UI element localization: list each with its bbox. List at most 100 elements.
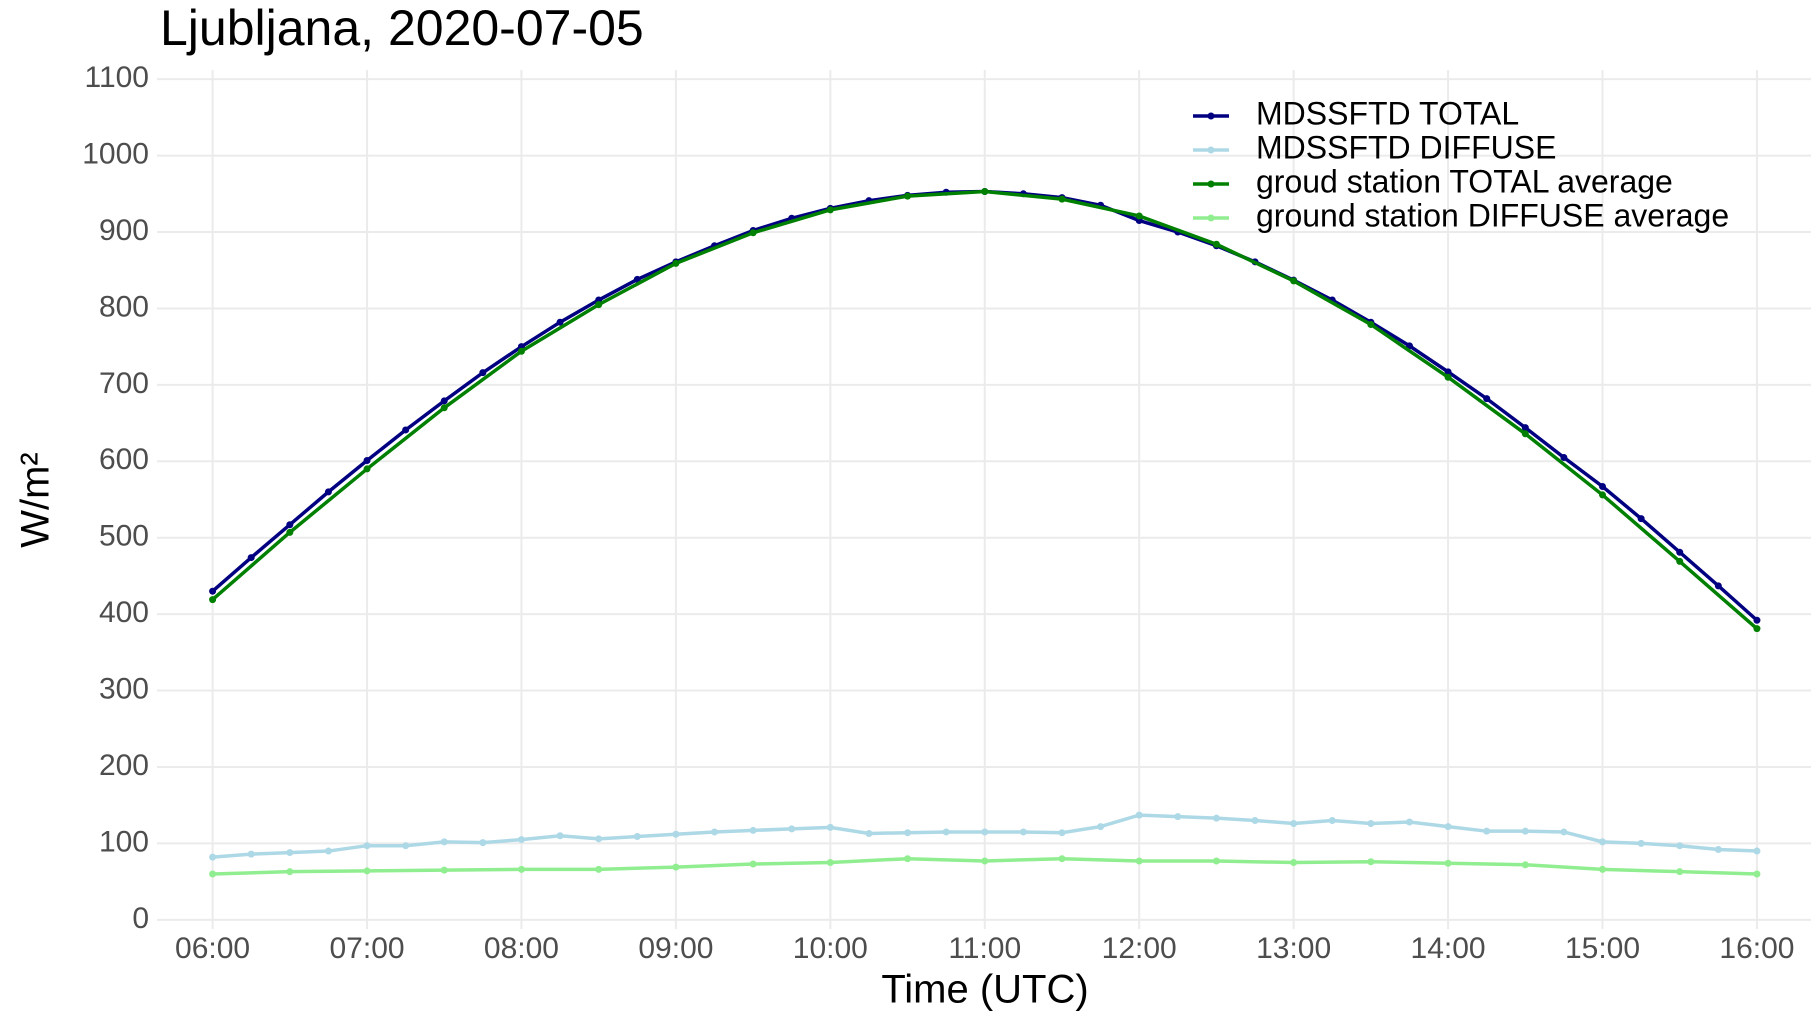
- data-point: [1212, 857, 1220, 865]
- data-point: [1637, 515, 1645, 523]
- data-point: [1444, 373, 1452, 381]
- data-point: [749, 860, 757, 868]
- data-point: [1483, 827, 1491, 835]
- y-tick-label: 400: [99, 596, 149, 629]
- data-point: [1521, 827, 1529, 835]
- data-point: [1174, 813, 1182, 821]
- data-point: [1058, 829, 1066, 837]
- data-point: [1753, 616, 1761, 624]
- data-point: [556, 318, 564, 326]
- data-point: [1753, 847, 1761, 855]
- x-tick-label: 08:00: [484, 932, 559, 965]
- data-point: [1290, 277, 1298, 285]
- data-point: [209, 853, 217, 861]
- x-tick-label: 10:00: [793, 932, 868, 965]
- x-tick-label: 07:00: [329, 932, 404, 965]
- data-point: [402, 426, 410, 434]
- data-point: [1367, 858, 1375, 866]
- data-point: [1521, 424, 1529, 432]
- data-point: [788, 825, 796, 833]
- data-point: [286, 521, 294, 529]
- data-point: [1135, 212, 1143, 220]
- data-point: [595, 835, 603, 843]
- data-point: [440, 866, 448, 874]
- y-tick-label: 1000: [82, 138, 149, 171]
- legend-label: MDSSFTD DIFFUSE: [1256, 129, 1556, 165]
- data-point: [440, 838, 448, 846]
- data-point: [749, 826, 757, 834]
- data-point: [1676, 557, 1684, 565]
- data-point: [1019, 828, 1027, 836]
- data-point: [826, 859, 834, 867]
- data-point: [1328, 816, 1336, 824]
- x-tick-label: 16:00: [1719, 932, 1794, 965]
- data-point: [1058, 855, 1066, 863]
- data-point: [1714, 846, 1722, 854]
- x-tick-label: 14:00: [1411, 932, 1486, 965]
- data-point: [1521, 430, 1529, 438]
- data-point: [1251, 816, 1259, 824]
- data-point: [247, 850, 255, 858]
- data-point: [1753, 870, 1761, 878]
- data-point: [1135, 811, 1143, 819]
- data-point: [1560, 828, 1568, 836]
- legend-label: ground station DIFFUSE average: [1256, 197, 1729, 233]
- data-point: [286, 868, 294, 876]
- data-point: [1599, 491, 1607, 499]
- data-point: [1444, 859, 1452, 867]
- data-point: [517, 865, 525, 873]
- data-point: [1058, 195, 1066, 203]
- x-tick-label: 11:00: [948, 932, 1021, 965]
- y-tick-label: 800: [99, 290, 149, 323]
- legend-label: MDSSFTD TOTAL: [1256, 95, 1519, 131]
- data-point: [1097, 823, 1105, 831]
- data-point: [981, 188, 989, 196]
- legend-swatch-point: [1207, 214, 1215, 222]
- data-point: [633, 833, 641, 841]
- data-point: [1521, 861, 1529, 869]
- data-point: [1483, 395, 1491, 403]
- y-axis-title: W/m²: [14, 452, 58, 548]
- data-point: [1212, 814, 1220, 822]
- data-point: [247, 554, 255, 562]
- data-point: [981, 828, 989, 836]
- data-point: [1676, 868, 1684, 876]
- data-point: [209, 596, 217, 604]
- data-point: [1637, 839, 1645, 847]
- y-tick-label: 600: [99, 443, 149, 476]
- data-point: [1599, 483, 1607, 491]
- data-point: [363, 842, 371, 850]
- y-tick-label: 500: [99, 520, 149, 553]
- data-point: [595, 865, 603, 873]
- y-tick-label: 200: [99, 749, 149, 782]
- chart-title: Ljubljana, 2020-07-05: [160, 0, 644, 56]
- data-point: [826, 823, 834, 831]
- data-point: [672, 863, 680, 871]
- data-point: [1290, 820, 1298, 828]
- data-point: [749, 229, 757, 237]
- x-tick-label: 13:00: [1256, 932, 1331, 965]
- legend-label: groud station TOTAL average: [1256, 163, 1673, 199]
- data-point: [324, 847, 332, 855]
- x-tick-label: 15:00: [1565, 932, 1640, 965]
- data-point: [595, 301, 603, 309]
- data-point: [479, 839, 487, 847]
- data-point: [402, 842, 410, 850]
- data-point: [1676, 842, 1684, 850]
- data-point: [517, 836, 525, 844]
- data-point: [209, 587, 217, 595]
- data-point: [672, 259, 680, 267]
- data-point: [1367, 320, 1375, 328]
- y-tick-label: 300: [99, 672, 149, 705]
- data-point: [1367, 820, 1375, 828]
- data-point: [440, 397, 448, 405]
- data-point: [1676, 548, 1684, 556]
- x-axis-title: Time (UTC): [881, 968, 1088, 1012]
- x-tick-label: 09:00: [638, 932, 713, 965]
- x-tick-label: 12:00: [1102, 932, 1177, 965]
- data-point: [981, 857, 989, 865]
- y-tick-label: 100: [99, 825, 149, 858]
- data-point: [904, 829, 912, 837]
